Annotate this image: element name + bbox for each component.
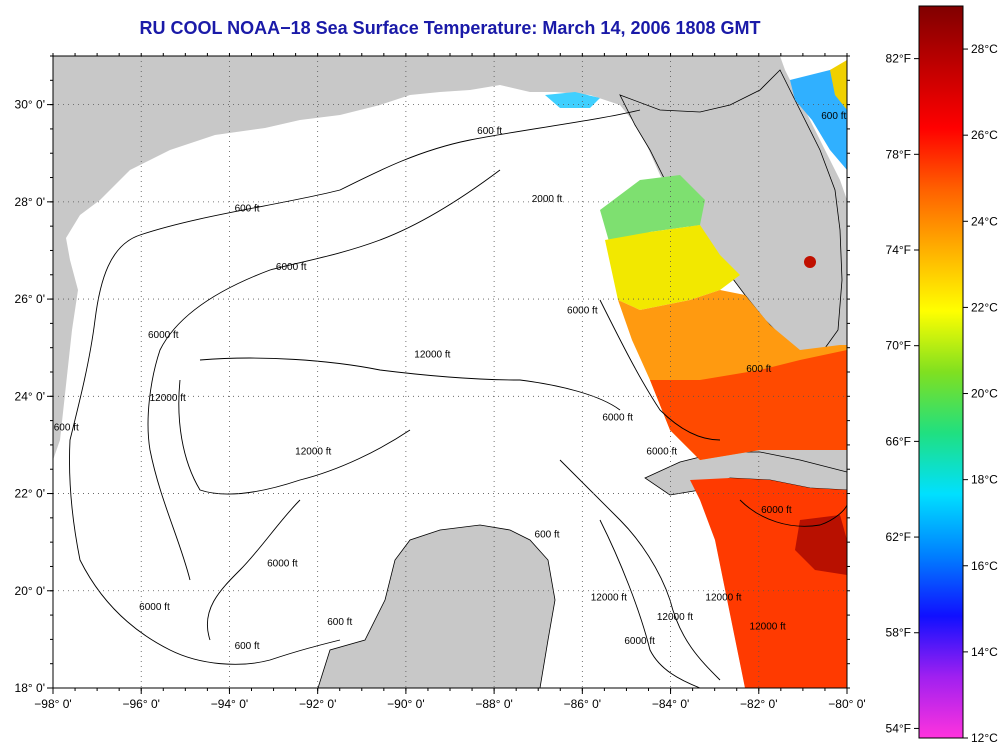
lat-tick-label: 22° 0' xyxy=(15,487,45,501)
contour-label: 6000 ft xyxy=(624,636,655,647)
sst-hotspot xyxy=(795,515,847,575)
contour-label: 6000 ft xyxy=(276,262,307,273)
lat-tick-label: 30° 0' xyxy=(15,98,45,112)
map-axes: −98° 0' −96° 0' −94° 0' −92° 0' −90° 0' −88° … xyxy=(15,53,866,711)
sst-swath-yellow xyxy=(605,225,740,310)
contour-label: 2000 ft xyxy=(532,194,563,205)
lat-tick-label: 26° 0' xyxy=(15,292,45,306)
sst-panhandle xyxy=(545,92,600,108)
contour-label: 12000 ft xyxy=(750,622,786,633)
colorbar-celsius-label: 16°C xyxy=(971,559,998,573)
colorbar-celsius-label: 26°C xyxy=(971,128,998,142)
colorbar xyxy=(918,5,964,739)
contour-label: 600 ft xyxy=(746,364,771,375)
colorbar-ticks: 12°C 14°C 16°C 18°C 20°C 22°C 24°C 26°C 28°C 54°F… xyxy=(886,42,999,745)
contour-label: 12000 ft xyxy=(150,393,186,404)
contour-label: 600 ft xyxy=(477,126,502,137)
map-title: RU COOL NOAA−18 Sea Surface Temperature:… xyxy=(139,18,761,38)
contour-label: 600 ft xyxy=(327,617,352,628)
contour-label: 600 ft xyxy=(235,204,260,215)
contour-label: 6000 ft xyxy=(602,413,633,424)
colorbar-celsius-label: 22°C xyxy=(971,300,998,314)
colorbar-celsius-label: 18°C xyxy=(971,473,998,487)
colorbar-fahrenheit-label: 78°F xyxy=(886,147,911,161)
lat-tick-label: 18° 0' xyxy=(15,681,45,695)
lat-tick-label: 28° 0' xyxy=(15,195,45,209)
colorbar-fahrenheit-label: 66°F xyxy=(886,434,911,448)
contour-label: 6000 ft xyxy=(139,602,170,613)
colorbar-celsius-label: 20°C xyxy=(971,387,998,401)
colorbar-celsius-label: 28°C xyxy=(971,42,998,56)
lon-tick-label: −92° 0' xyxy=(299,697,336,711)
bathymetry-contours xyxy=(69,109,847,688)
sst-atlantic-warm xyxy=(830,60,847,110)
contour-label: 600 ft xyxy=(535,529,560,540)
contour-label: 600 ft xyxy=(235,641,260,652)
sst-atlantic-patch xyxy=(790,65,847,170)
contour-label: 12000 ft xyxy=(705,592,741,603)
sst-swath-north xyxy=(600,175,705,245)
contour-label: 6000 ft xyxy=(646,447,677,458)
colorbar-fahrenheit-label: 74°F xyxy=(886,243,911,257)
lat-tick-label: 20° 0' xyxy=(15,584,45,598)
colorbar-celsius-label: 24°C xyxy=(971,214,998,228)
contour-label: 6000 ft xyxy=(567,306,598,317)
contour-label: 12000 ft xyxy=(414,349,450,360)
map-grid xyxy=(53,56,847,688)
lon-tick-label: −98° 0' xyxy=(34,697,71,711)
sst-swath-red-east xyxy=(650,350,847,460)
contour-label: 6000 ft xyxy=(148,330,179,341)
lat-tick-label: 24° 0' xyxy=(15,389,45,403)
lon-tick-label: −90° 0' xyxy=(387,697,424,711)
yucatan-land xyxy=(317,524,556,688)
lon-tick-label: −94° 0' xyxy=(211,697,248,711)
contour-label: 12000 ft xyxy=(295,447,331,458)
colorbar-celsius-label: 12°C xyxy=(971,731,998,745)
colorbar-fahrenheit-label: 54°F xyxy=(886,721,911,735)
contour-label: 600 ft xyxy=(821,111,846,122)
colorbar-fahrenheit-label: 62°F xyxy=(886,530,911,544)
contour-label: 12000 ft xyxy=(657,612,693,623)
sst-lake-okeechobee xyxy=(804,256,816,268)
colorbar-fahrenheit-label: 82°F xyxy=(886,52,911,66)
contour-labels: 600 ft 600 ft 2000 ft 6000 ft 6000 ft 12000 f… xyxy=(54,111,847,652)
contour-label: 12000 ft xyxy=(591,592,627,603)
lon-tick-label: −84° 0' xyxy=(652,697,689,711)
lon-tick-label: −80° 0' xyxy=(828,697,865,711)
lon-tick-label: −96° 0' xyxy=(122,697,159,711)
colorbar-fahrenheit-label: 58°F xyxy=(886,626,911,640)
lon-tick-label: −86° 0' xyxy=(564,697,601,711)
contour-label: 6000 ft xyxy=(761,505,792,516)
colorbar-celsius-label: 14°C xyxy=(971,645,998,659)
colorbar-fahrenheit-label: 70°F xyxy=(886,339,911,353)
contour-label: 6000 ft xyxy=(267,558,298,569)
lon-tick-label: −88° 0' xyxy=(475,697,512,711)
caribbean-water xyxy=(560,470,745,688)
contour-label: 600 ft xyxy=(54,422,79,433)
lon-tick-label: −82° 0' xyxy=(740,697,777,711)
